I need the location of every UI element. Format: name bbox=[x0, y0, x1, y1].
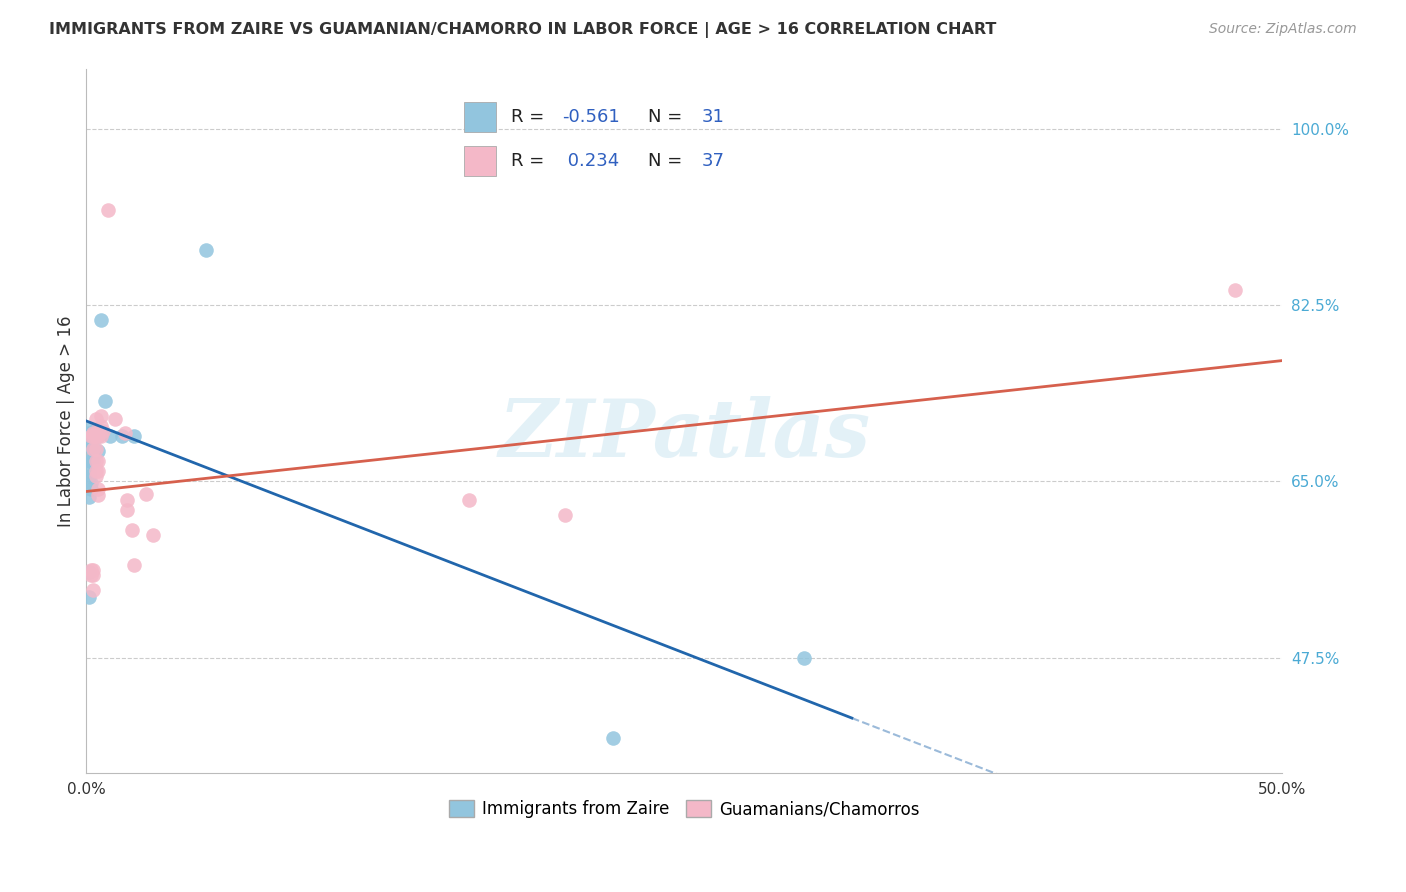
Text: IMMIGRANTS FROM ZAIRE VS GUAMANIAN/CHAMORRO IN LABOR FORCE | AGE > 16 CORRELATIO: IMMIGRANTS FROM ZAIRE VS GUAMANIAN/CHAMO… bbox=[49, 22, 997, 38]
Point bbox=[115, 492, 138, 507]
Point bbox=[87, 444, 110, 458]
Point bbox=[84, 425, 107, 440]
Point bbox=[84, 422, 107, 436]
Point bbox=[80, 429, 103, 443]
Y-axis label: In Labor Force | Age > 16: In Labor Force | Age > 16 bbox=[58, 315, 75, 526]
Point bbox=[1223, 283, 1246, 297]
Point bbox=[87, 464, 110, 478]
Legend: Immigrants from Zaire, Guamanians/Chamorros: Immigrants from Zaire, Guamanians/Chamor… bbox=[441, 794, 927, 825]
Point bbox=[84, 412, 107, 426]
Point bbox=[84, 429, 107, 443]
Point bbox=[84, 469, 107, 483]
Point bbox=[104, 412, 127, 426]
Point bbox=[82, 425, 104, 440]
Point bbox=[115, 502, 138, 516]
Point bbox=[94, 393, 117, 408]
Point bbox=[82, 568, 104, 582]
Point bbox=[77, 425, 100, 440]
Point bbox=[122, 429, 145, 443]
Point bbox=[142, 528, 165, 542]
Point bbox=[602, 731, 624, 746]
Point bbox=[80, 483, 103, 497]
Text: Source: ZipAtlas.com: Source: ZipAtlas.com bbox=[1209, 22, 1357, 37]
Point bbox=[77, 591, 100, 605]
Point bbox=[121, 523, 143, 537]
Text: ZIPatlas: ZIPatlas bbox=[498, 396, 870, 474]
Point bbox=[80, 568, 103, 582]
Point bbox=[77, 422, 100, 436]
Point bbox=[90, 313, 112, 327]
Point bbox=[82, 583, 104, 598]
Point bbox=[82, 563, 104, 577]
Point bbox=[77, 490, 100, 504]
Point bbox=[87, 483, 110, 497]
Point bbox=[194, 243, 217, 257]
Point bbox=[82, 429, 104, 443]
Point bbox=[122, 558, 145, 572]
Point bbox=[82, 429, 104, 443]
Point bbox=[90, 429, 112, 443]
Point bbox=[77, 565, 100, 579]
Point bbox=[82, 442, 104, 457]
Point bbox=[91, 424, 114, 438]
Point bbox=[77, 454, 100, 468]
Point bbox=[80, 434, 103, 449]
Point bbox=[82, 454, 104, 468]
Point bbox=[82, 429, 104, 443]
Point bbox=[80, 563, 103, 577]
Point bbox=[90, 419, 112, 434]
Point bbox=[84, 454, 107, 468]
Point bbox=[84, 442, 107, 457]
Point bbox=[114, 425, 136, 440]
Point bbox=[98, 429, 121, 443]
Point bbox=[84, 425, 107, 440]
Point bbox=[90, 409, 112, 423]
Point bbox=[793, 650, 815, 665]
Point bbox=[80, 454, 103, 468]
Point bbox=[80, 476, 103, 491]
Point bbox=[87, 429, 110, 443]
Point bbox=[82, 444, 104, 458]
Point bbox=[77, 469, 100, 483]
Point bbox=[111, 429, 134, 443]
Point bbox=[97, 202, 120, 217]
Point bbox=[135, 487, 157, 501]
Point bbox=[554, 508, 576, 522]
Point bbox=[84, 464, 107, 478]
Point bbox=[77, 439, 100, 453]
Point bbox=[87, 488, 110, 502]
Point bbox=[87, 429, 110, 443]
Point bbox=[458, 492, 481, 507]
Point bbox=[87, 454, 110, 468]
Point bbox=[77, 464, 100, 478]
Point bbox=[80, 429, 103, 443]
Point bbox=[77, 429, 100, 443]
